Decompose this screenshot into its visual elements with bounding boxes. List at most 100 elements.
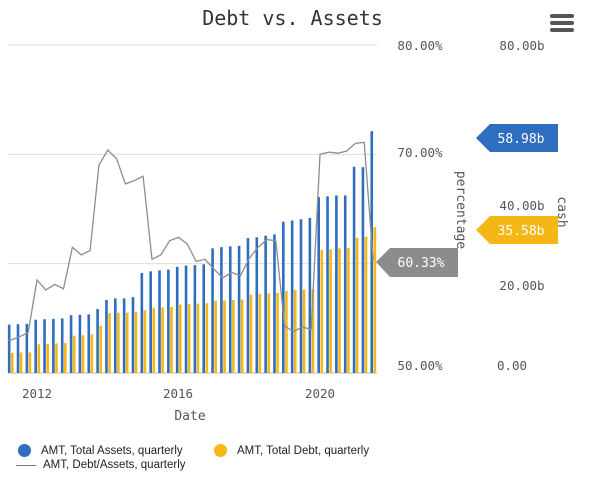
- ratio-line: [8, 141, 374, 341]
- legend-item-debt[interactable]: AMT, Total Debt, quarterly: [214, 444, 369, 457]
- assets-bar: [343, 195, 347, 373]
- debt-bar: [81, 335, 85, 373]
- legend-debt-dot: [214, 444, 227, 457]
- callouts-layer: 58.98b 35.58b 60.33%: [376, 124, 558, 277]
- x-axis-tick-2016: 2016: [163, 386, 193, 401]
- ratio-callout-label: 60.33%: [398, 256, 445, 271]
- debt-bar: [108, 313, 111, 373]
- debt-bar: [373, 227, 377, 373]
- assets-callout-box: [476, 124, 558, 152]
- debt-bar: [285, 291, 288, 373]
- debt-bar: [223, 300, 226, 373]
- legend-item-ratio[interactable]: AMT, Debt/Assets, quarterly: [16, 459, 186, 471]
- right-axis-tick-80b: 80.00b: [499, 38, 544, 53]
- assets-bar: [158, 270, 161, 373]
- left-axis-tick-80: 80.00%: [397, 38, 443, 53]
- debt-bar: [19, 352, 23, 373]
- debt-callout-label: 35.58b: [498, 224, 545, 239]
- assets-bar: [317, 197, 320, 373]
- debt-bar: [364, 236, 368, 373]
- ratio-callout-box: [376, 248, 458, 277]
- ratio-line-layer: [8, 141, 374, 341]
- x-axis-label: Date: [174, 409, 205, 424]
- assets-callout-label: 58.98b: [498, 132, 545, 147]
- debt-bar: [338, 248, 341, 373]
- debt-bar: [329, 249, 332, 373]
- assets-bar: [370, 131, 374, 373]
- debt-bar: [320, 250, 324, 373]
- debt-bar: [64, 343, 67, 373]
- debt-bar: [258, 293, 262, 373]
- assets-bar: [255, 237, 259, 373]
- assets-bar: [352, 166, 356, 373]
- legend-ratio-line: [16, 464, 36, 466]
- debt-bar: [276, 293, 279, 373]
- left-axis-tick-50: 50.00%: [397, 358, 443, 373]
- debt-bar: [214, 300, 217, 373]
- hamburger-menu-icon[interactable]: [550, 14, 574, 34]
- assets-bar: [299, 219, 303, 373]
- assets-bar: [211, 248, 214, 373]
- axes-layer: 80.00% 70.00% 50.00% 80.00b 40.00b 20.00…: [22, 38, 569, 424]
- assets-bar: [131, 297, 135, 373]
- assets-bar: [149, 271, 152, 373]
- legend-debt-label: AMT, Total Debt, quarterly: [237, 444, 370, 457]
- assets-bar: [228, 246, 232, 373]
- legend-ratio-label: AMT, Debt/Assets, quarterly: [43, 459, 186, 471]
- assets-bar: [202, 264, 206, 373]
- left-axis-tick-70: 70.00%: [397, 145, 443, 160]
- debt-bar: [37, 344, 41, 373]
- debt-bar: [161, 307, 164, 373]
- debt-bar: [125, 312, 129, 373]
- assets-bar: [43, 319, 46, 373]
- x-axis-tick-2020: 2020: [305, 386, 335, 401]
- debt-bar: [249, 294, 253, 373]
- debt-bar: [187, 304, 191, 373]
- assets-bar: [290, 220, 294, 373]
- assets-bar: [220, 247, 223, 373]
- assets-bar: [237, 245, 241, 373]
- assets-bar: [264, 235, 267, 373]
- assets-bar: [246, 238, 250, 373]
- debt-bar: [10, 352, 14, 373]
- assets-bar: [184, 265, 188, 373]
- assets-bar: [122, 298, 126, 373]
- debt-bar: [170, 306, 173, 373]
- legend-assets-label: AMT, Total Assets, quarterly: [41, 444, 183, 457]
- right-axis-tick-20b: 20.00b: [499, 278, 544, 293]
- debt-bar: [134, 311, 138, 373]
- debt-bar: [117, 312, 120, 373]
- debt-bar: [302, 289, 306, 373]
- assets-bar: [25, 323, 29, 373]
- legend-item-assets[interactable]: AMT, Total Assets, quarterly: [18, 444, 183, 457]
- assets-bar: [113, 298, 117, 373]
- assets-bar: [78, 314, 82, 373]
- debt-bar: [152, 307, 156, 373]
- right-axis-tick-40b: 40.00b: [499, 198, 544, 213]
- debt-bar: [196, 303, 200, 373]
- assets-bar: [69, 315, 73, 373]
- debt-callout-box: [476, 216, 558, 244]
- assets-bar: [361, 167, 365, 373]
- debt-bar: [55, 343, 58, 373]
- legend-assets-dot: [18, 444, 31, 457]
- debt-bar: [99, 325, 103, 373]
- assets-bar: [87, 314, 91, 373]
- assets-bar: [34, 319, 37, 373]
- left-axis-label: percentage: [453, 171, 468, 249]
- debt-bar: [355, 237, 359, 373]
- assets-bar: [167, 269, 170, 373]
- debt-bar: [347, 247, 350, 373]
- right-axis-tick-0: 0.00: [497, 358, 527, 373]
- x-axis-tick-2012: 2012: [22, 386, 52, 401]
- assets-bar: [308, 218, 312, 373]
- debt-bar: [311, 289, 315, 373]
- debt-bar: [90, 334, 94, 373]
- assets-bar: [335, 195, 338, 373]
- assets-bar: [175, 266, 179, 373]
- debt-bar: [293, 290, 297, 373]
- bars-layer: [7, 131, 377, 373]
- assets-bar: [105, 300, 108, 373]
- debt-bar: [72, 335, 76, 373]
- assets-bar: [16, 324, 20, 373]
